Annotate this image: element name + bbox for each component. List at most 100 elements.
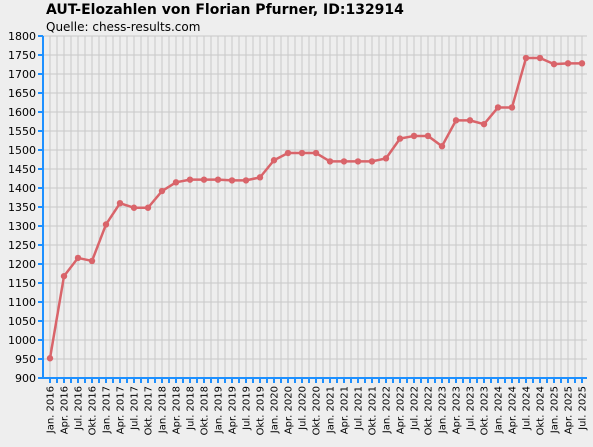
- y-tick-label: 1650: [8, 87, 36, 100]
- x-tick-label: Apr. 2024: [508, 386, 519, 434]
- x-tick-label: Apr. 2018: [172, 386, 183, 434]
- y-tick-label: 1150: [8, 277, 36, 290]
- data-point: [200, 176, 208, 183]
- x-tick-label: Jul. 2022: [410, 386, 421, 431]
- x-tick-label: Jul. 2018: [186, 386, 197, 431]
- data-point: [186, 176, 194, 183]
- data-point: [102, 221, 110, 228]
- data-point: [158, 187, 166, 195]
- data-point: [270, 157, 278, 164]
- data-point: [46, 355, 54, 362]
- x-tick-label: Jan. 2018: [158, 386, 169, 434]
- chart-subtitle: Quelle: chess-results.com: [46, 20, 201, 34]
- x-tick-label: Jul. 2019: [242, 386, 253, 431]
- data-point: [88, 257, 96, 265]
- data-point: [354, 158, 362, 165]
- x-tick-label: Okt. 2024: [536, 386, 547, 435]
- x-tick-label: Jan. 2019: [214, 386, 225, 434]
- x-tick-label: Jan. 2022: [382, 386, 393, 434]
- y-tick-label: 1800: [8, 30, 36, 43]
- x-tick-label: Okt. 2020: [312, 386, 323, 435]
- data-point: [284, 149, 292, 157]
- x-tick-label: Jan. 2020: [270, 386, 281, 434]
- data-point: [480, 120, 488, 128]
- x-tick-label: Apr. 2022: [396, 386, 407, 434]
- x-tick-label: Okt. 2016: [88, 386, 99, 435]
- x-tick-label: Jan. 2023: [438, 386, 449, 434]
- data-point: [536, 54, 544, 62]
- data-point: [60, 272, 68, 280]
- data-point: [452, 117, 460, 124]
- x-tick-label: Okt. 2017: [144, 386, 155, 435]
- data-point: [298, 149, 306, 157]
- x-tick-label: Okt. 2022: [424, 386, 435, 435]
- data-point: [564, 60, 572, 67]
- y-tick-label: 1050: [8, 315, 36, 328]
- data-point: [256, 174, 264, 181]
- x-tick-label: Jan. 2017: [102, 386, 113, 434]
- y-tick-label: 1100: [8, 296, 36, 309]
- x-tick-label: Apr. 2019: [228, 386, 239, 434]
- x-tick-label: Apr. 2023: [452, 386, 463, 434]
- data-point: [228, 177, 236, 184]
- data-point: [494, 104, 502, 111]
- y-tick-label: 1350: [8, 201, 36, 214]
- data-point: [368, 158, 376, 165]
- data-point: [508, 104, 516, 111]
- x-tick-label: Okt. 2018: [200, 386, 211, 435]
- y-tick-label: 1550: [8, 125, 36, 138]
- data-point: [340, 158, 348, 165]
- y-tick-label: 1700: [8, 68, 36, 81]
- x-tick-label: Jan. 2016: [46, 386, 57, 434]
- x-tick-label: Apr. 2020: [284, 386, 295, 434]
- x-tick-label: Jul. 2020: [298, 386, 309, 431]
- grid-lines: [43, 35, 587, 379]
- y-tick-label: 1250: [8, 239, 36, 252]
- data-point: [130, 204, 138, 211]
- x-tick-label: Okt. 2021: [368, 386, 379, 435]
- x-tick-label: Jul. 2024: [522, 386, 533, 431]
- series-elo: [46, 54, 586, 362]
- data-point: [172, 179, 180, 186]
- x-tick-label: Okt. 2019: [256, 386, 267, 435]
- data-point: [144, 204, 152, 211]
- data-point: [578, 60, 586, 67]
- x-tick-label: Jul. 2025: [578, 386, 589, 431]
- y-tick-label: 1000: [8, 334, 36, 347]
- y-tick-label: 1300: [8, 220, 36, 233]
- data-point: [242, 177, 250, 184]
- y-tick-label: 1600: [8, 106, 36, 119]
- y-tick-label: 1200: [8, 258, 36, 271]
- data-point: [550, 60, 558, 68]
- data-point: [74, 254, 82, 262]
- data-point: [116, 200, 124, 207]
- chart-title: AUT-Elozahlen von Florian Pfurner, ID:13…: [46, 2, 404, 18]
- x-tick-label: Jan. 2021: [326, 386, 337, 434]
- x-tick-label: Jul. 2017: [130, 386, 141, 431]
- x-tick-label: Apr. 2016: [60, 386, 71, 434]
- x-tick-label: Apr. 2025: [564, 386, 575, 434]
- x-tick-label: Jul. 2016: [74, 386, 85, 431]
- data-point: [312, 149, 320, 157]
- x-tick-labels: Jan. 2016 Apr. 2016 Jul. 2016 Okt. 2016 Jan.…: [46, 386, 589, 435]
- y-tick-label: 950: [15, 353, 36, 366]
- x-tick-label: Jan. 2024: [494, 386, 505, 434]
- y-tick-labels: 900 950 1000 1050 1100 1150 1200 1250 1300 1350 14…: [8, 30, 36, 385]
- data-point: [522, 54, 530, 62]
- y-tick-label: 1750: [8, 49, 36, 62]
- y-tick-label: 1400: [8, 182, 36, 195]
- x-tick-label: Apr. 2017: [116, 386, 127, 434]
- data-point: [396, 135, 404, 142]
- data-point: [424, 132, 432, 140]
- x-tick-label: Jul. 2023: [466, 386, 477, 431]
- x-tick-label: Okt. 2023: [480, 386, 491, 435]
- data-point: [382, 155, 390, 162]
- data-point: [410, 132, 418, 140]
- data-point: [326, 158, 334, 165]
- data-point: [438, 143, 446, 150]
- data-point: [466, 117, 474, 124]
- x-tick-label: Jan. 2025: [550, 386, 561, 434]
- axes: [38, 35, 587, 383]
